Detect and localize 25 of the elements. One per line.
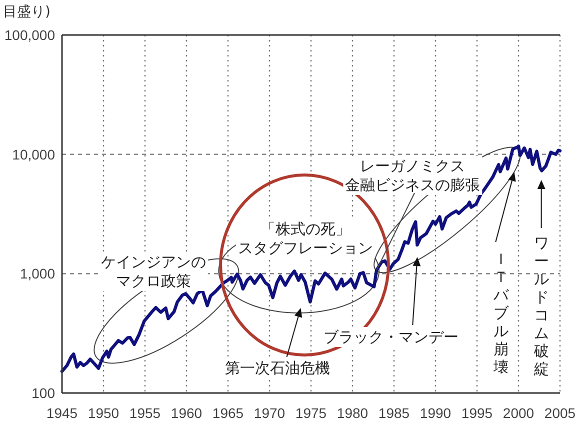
annotation: ブラック・マンデー: [324, 328, 459, 346]
annotation: ＩＴバブル崩壊: [494, 250, 509, 376]
x-tick-label: 1980: [336, 405, 368, 421]
x-tick-label: 1990: [420, 405, 452, 421]
x-tick-label: 1995: [461, 405, 493, 421]
x-tick-label: 2005: [544, 405, 576, 421]
x-tick-label: 1945: [46, 405, 78, 421]
annotation: レーガノミクス金融ビジネスの膨張: [345, 157, 480, 194]
x-tick-label: 1950: [88, 405, 120, 421]
y-tick-label: 100: [32, 385, 55, 401]
x-tick-label: 2000: [502, 405, 534, 421]
x-tick-label: 1970: [254, 405, 286, 421]
annotation: 「株式の死」スタグフレーション: [238, 220, 373, 257]
x-tick-label: 1965: [212, 405, 244, 421]
y-axis-title: 目盛り): [3, 4, 50, 20]
y-tick-label: 100,000: [4, 27, 55, 43]
y-tick-label: 1,000: [20, 266, 55, 282]
annotation: ワールドコム破綻: [534, 234, 549, 378]
x-tick-label: 1975: [295, 405, 327, 421]
annotation: 第一次石油危機: [224, 359, 330, 377]
annotation: ケインジアンのマクロ政策: [100, 253, 206, 290]
y-tick-label: 10,000: [12, 146, 55, 162]
x-tick-label: 1985: [378, 405, 410, 421]
x-tick-label: 1955: [129, 405, 161, 421]
x-tick-label: 1960: [170, 405, 202, 421]
